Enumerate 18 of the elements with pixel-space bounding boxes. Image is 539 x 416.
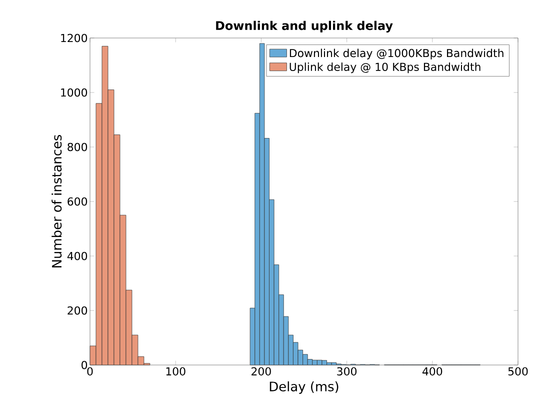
legend-label: Downlink delay @1000KBps Bandwidth (290, 48, 504, 60)
y-tick-label: 1200 (61, 34, 88, 42)
chart-title: Downlink and uplink delay (216, 20, 393, 32)
y-axis-title: Number of instances (52, 134, 62, 268)
x-axis-title: Delay (ms) (270, 381, 338, 394)
x-tick-label: 500 (508, 367, 528, 376)
x-tick-label: 300 (337, 367, 357, 376)
y-tick-label: 600 (68, 197, 88, 206)
y-tick-label: 1000 (61, 88, 88, 97)
legend-label: Uplink delay @ 10 KBps Bandwidth (290, 62, 480, 74)
y-tick-label: 200 (68, 306, 88, 315)
x-tick-label: 0 (87, 367, 93, 376)
x-tick-label: 400 (422, 367, 442, 376)
y-tick-label: 0 (82, 360, 88, 370)
x-tick-label: 200 (252, 367, 271, 376)
x-tick-label: 100 (166, 367, 186, 376)
y-tick-label: 800 (68, 142, 88, 152)
y-tick-label: 400 (67, 252, 88, 260)
